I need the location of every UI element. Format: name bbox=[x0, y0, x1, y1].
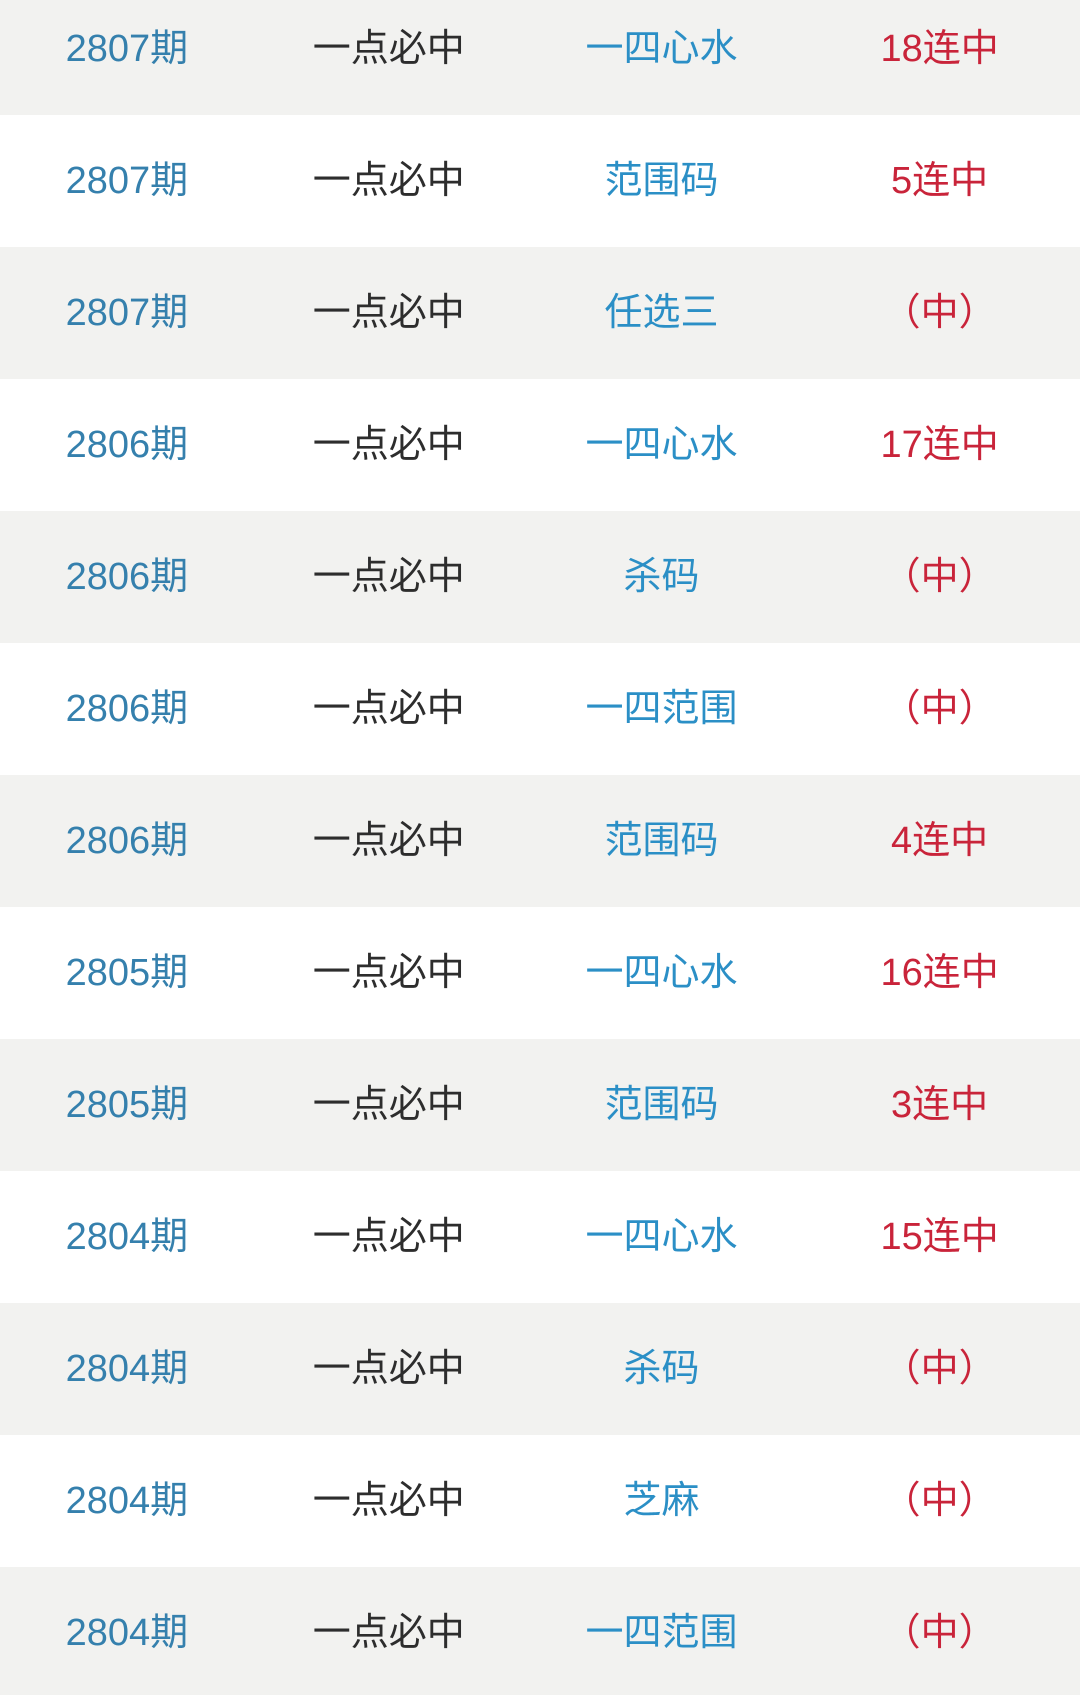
source-cell: 一点必中 bbox=[312, 424, 465, 466]
table-row[interactable]: 2804期 一点必中 一四范围 （中） bbox=[0, 1567, 1080, 1695]
period-cell[interactable]: 2805期 bbox=[65, 952, 189, 994]
play-type-cell[interactable]: 一四范围 bbox=[585, 688, 738, 730]
table-row[interactable]: 2804期 一点必中 一四心水 15连中 bbox=[0, 1171, 1080, 1303]
play-type-cell[interactable]: 范围码 bbox=[604, 1084, 719, 1126]
table-row[interactable]: 2805期 一点必中 一四心水 16连中 bbox=[0, 907, 1080, 1039]
play-type-cell[interactable]: 一四心水 bbox=[585, 1216, 738, 1258]
period-cell[interactable]: 2804期 bbox=[65, 1612, 189, 1654]
play-type-cell[interactable]: 任选三 bbox=[604, 292, 719, 334]
play-type-cell[interactable]: 一四心水 bbox=[585, 424, 738, 466]
play-type-cell[interactable]: 范围码 bbox=[604, 820, 719, 862]
table-row[interactable]: 2804期 一点必中 杀码 （中） bbox=[0, 1303, 1080, 1435]
period-cell[interactable]: 2806期 bbox=[65, 556, 189, 598]
source-cell: 一点必中 bbox=[312, 1612, 465, 1654]
play-type-cell[interactable]: 一四心水 bbox=[585, 28, 738, 70]
result-cell: 15连中 bbox=[880, 1216, 999, 1258]
table-row[interactable]: 2804期 一点必中 芝麻 （中） bbox=[0, 1435, 1080, 1567]
period-cell[interactable]: 2807期 bbox=[65, 28, 189, 70]
table-row[interactable]: 2806期 一点必中 范围码 4连中 bbox=[0, 775, 1080, 907]
result-cell: 16连中 bbox=[880, 952, 999, 994]
source-cell: 一点必中 bbox=[312, 1480, 465, 1522]
result-cell: 4连中 bbox=[891, 820, 989, 862]
play-type-cell[interactable]: 杀码 bbox=[623, 556, 700, 598]
result-cell: （中） bbox=[882, 292, 997, 334]
period-cell[interactable]: 2806期 bbox=[65, 424, 189, 466]
source-cell: 一点必中 bbox=[312, 1216, 465, 1258]
table-row[interactable]: 2806期 一点必中 一四心水 17连中 bbox=[0, 379, 1080, 511]
play-type-cell[interactable]: 一四心水 bbox=[585, 952, 738, 994]
period-cell[interactable]: 2804期 bbox=[65, 1480, 189, 1522]
play-type-cell[interactable]: 芝麻 bbox=[623, 1480, 700, 1522]
source-cell: 一点必中 bbox=[312, 160, 465, 202]
source-cell: 一点必中 bbox=[312, 28, 465, 70]
table-row[interactable]: 2806期 一点必中 一四范围 （中） bbox=[0, 643, 1080, 775]
period-cell[interactable]: 2806期 bbox=[65, 820, 189, 862]
source-cell: 一点必中 bbox=[312, 556, 465, 598]
result-cell: （中） bbox=[882, 1480, 997, 1522]
source-cell: 一点必中 bbox=[312, 1348, 465, 1390]
source-cell: 一点必中 bbox=[312, 688, 465, 730]
result-cell: 5连中 bbox=[891, 160, 989, 202]
table-row[interactable]: 2806期 一点必中 杀码 （中） bbox=[0, 511, 1080, 643]
table-row[interactable]: 2807期 一点必中 任选三 （中） bbox=[0, 247, 1080, 379]
play-type-cell[interactable]: 杀码 bbox=[623, 1348, 700, 1390]
table-row[interactable]: 2807期 一点必中 一四心水 18连中 bbox=[0, 0, 1080, 115]
result-cell: 18连中 bbox=[880, 28, 999, 70]
source-cell: 一点必中 bbox=[312, 820, 465, 862]
result-cell: （中） bbox=[882, 556, 997, 598]
period-cell[interactable]: 2804期 bbox=[65, 1348, 189, 1390]
period-cell[interactable]: 2807期 bbox=[65, 160, 189, 202]
table-row[interactable]: 2805期 一点必中 范围码 3连中 bbox=[0, 1039, 1080, 1171]
result-cell: 17连中 bbox=[880, 424, 999, 466]
period-cell[interactable]: 2807期 bbox=[65, 292, 189, 334]
play-type-cell[interactable]: 一四范围 bbox=[585, 1612, 738, 1654]
table-row[interactable]: 2807期 一点必中 范围码 5连中 bbox=[0, 115, 1080, 247]
source-cell: 一点必中 bbox=[312, 1084, 465, 1126]
period-cell[interactable]: 2805期 bbox=[65, 1084, 189, 1126]
result-cell: （中） bbox=[882, 688, 997, 730]
source-cell: 一点必中 bbox=[312, 952, 465, 994]
result-cell: （中） bbox=[882, 1348, 997, 1390]
period-cell[interactable]: 2806期 bbox=[65, 688, 189, 730]
play-type-cell[interactable]: 范围码 bbox=[604, 160, 719, 202]
period-cell[interactable]: 2804期 bbox=[65, 1216, 189, 1258]
result-cell: 3连中 bbox=[891, 1084, 989, 1126]
source-cell: 一点必中 bbox=[312, 292, 465, 334]
result-cell: （中） bbox=[882, 1612, 997, 1654]
